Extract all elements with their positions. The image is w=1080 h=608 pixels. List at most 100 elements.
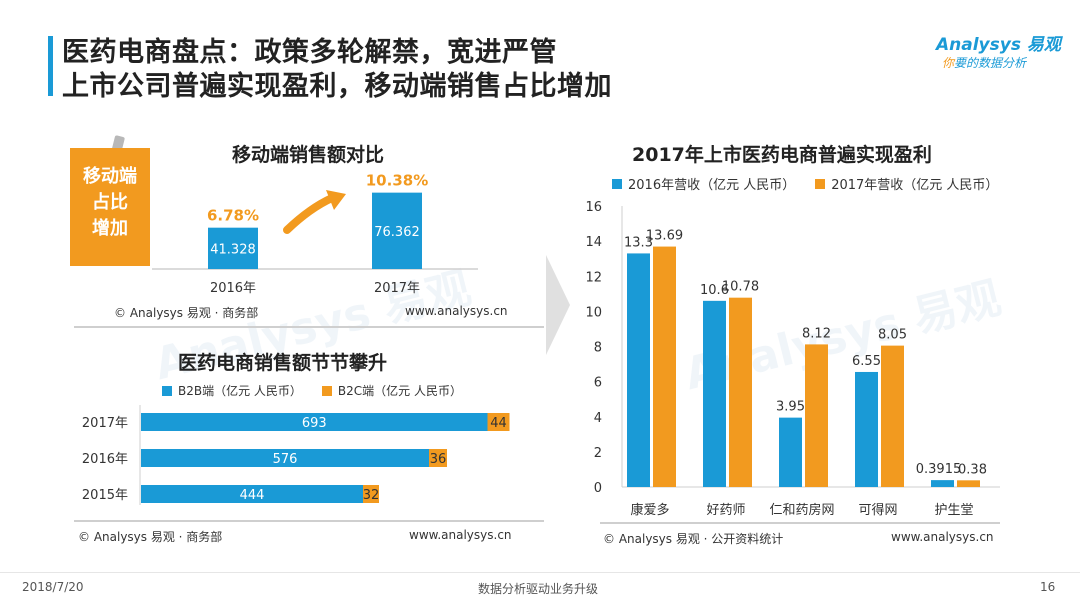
mobile-share-badge: 移动端 占比 增加: [70, 148, 150, 266]
badge-line-2: 占比: [92, 192, 128, 213]
profit-bar-2016-2: [779, 417, 802, 487]
profit-value-2017-0: 13.69: [646, 229, 683, 244]
profit-ytick-6: 6: [594, 376, 602, 391]
sales-bar-b2b-0: [141, 413, 488, 431]
profit-ytick-2: 2: [594, 446, 602, 461]
profit-legend: 2016年营收（亿元 人民币） 2017年营收（亿元 人民币）: [612, 174, 998, 193]
url-right: www.analysys.cn: [891, 530, 994, 544]
legend-2016: 2016年营收（亿元 人民币）: [628, 178, 796, 193]
mobile-chart-title: 移动端销售额对比: [232, 144, 385, 166]
url-left-top: www.analysys.cn: [405, 304, 508, 318]
profit-bar-2016-0: [627, 253, 650, 487]
sales-legend: B2B端（亿元 人民币） B2C端（亿元 人民币）: [162, 382, 462, 399]
profit-chart-title: 2017年上市医药电商普遍实现盈利: [632, 144, 932, 166]
sales-value-b2c-1: 36: [430, 452, 447, 467]
growth-arrow-icon: [283, 194, 336, 234]
profit-bar-2017-4: [957, 480, 980, 487]
profit-ytick-14: 14: [585, 235, 602, 250]
logo-slogan-rest: 要的数据分析: [954, 56, 1027, 70]
source-right: © Analysys 易观 · 公开资料统计: [603, 532, 784, 546]
sales-category-1: 2016年: [82, 452, 128, 467]
divider-left-bottom: [74, 520, 544, 522]
profit-value-2016-0: 13.3: [624, 235, 653, 250]
profit-category-2: 仁和药房网: [769, 502, 834, 518]
mobile-sales-chart: 41.328 76.362 6.78% 10.38% 2016年 2017年: [152, 172, 478, 296]
legend-b2c: B2C端（亿元 人民币）: [337, 384, 462, 398]
profit-bar-2017-2: [805, 344, 828, 487]
profit-ytick-10: 10: [585, 305, 602, 320]
profit-value-2016-4: 0.3915: [916, 462, 962, 477]
logo-name: Analysys 易观: [936, 35, 1061, 55]
analysys-logo: Analysys 易观 你要的数据分析: [922, 30, 1062, 74]
profit-bar-2017-0: [653, 246, 676, 487]
sales-bar-b2b-1: [141, 449, 429, 467]
divider-left-top: [74, 326, 544, 328]
profit-ytick-8: 8: [594, 341, 602, 356]
profit-category-3: 可得网: [858, 502, 897, 518]
sales-bar-b2b-2: [141, 485, 363, 503]
page-title-line-1: 医药电商盘点：政策多轮解禁，宽进严管: [62, 37, 557, 68]
profit-bar-2017-1: [729, 297, 752, 487]
profit-bar-2016-1: [703, 300, 726, 487]
page-title-line-2: 上市公司普遍实现盈利，移动端销售占比增加: [62, 71, 612, 102]
mobile-value-2017: 76.362: [374, 225, 420, 240]
profit-bar-2017-3: [881, 345, 904, 487]
profit-bar-2016-4: [931, 480, 954, 487]
chevron-right-icon: [546, 255, 570, 355]
sales-bar-b2c-1: [429, 449, 447, 467]
logo-slogan-highlight: 你: [942, 56, 955, 70]
profit-ytick-0: 0: [594, 481, 602, 496]
mobile-share-2016: 6.78%: [207, 207, 259, 225]
mobile-category-2016: 2016年: [210, 281, 256, 296]
title-accent-bar: [48, 36, 53, 96]
mobile-bar-2017: [372, 192, 422, 269]
logo-slogan: 你要的数据分析: [942, 54, 1026, 71]
profit-bar-2016-3: [855, 371, 878, 487]
growth-arrow-head-icon: [326, 190, 346, 210]
sales-value-b2b-1: 576: [273, 452, 298, 467]
profit-ytick-12: 12: [585, 270, 602, 285]
sales-bar-b2c-0: [487, 413, 510, 431]
mobile-bar-2016: [208, 227, 258, 269]
footer-center: 数据分析驱动业务升级: [478, 582, 599, 596]
profit-category-1: 好药师: [706, 503, 745, 518]
profit-category-4: 护生堂: [934, 503, 973, 518]
sales-value-b2c-2: 32: [363, 488, 380, 503]
page-number: 16: [1040, 580, 1056, 594]
divider-right: [600, 522, 1000, 524]
sales-bar-b2c-2: [363, 485, 379, 503]
profit-category-0: 康爱多: [630, 502, 669, 518]
legend-b2b: B2B端（亿元 人民币）: [178, 384, 302, 398]
sales-value-b2b-2: 444: [240, 488, 265, 503]
profit-value-2017-2: 8.12: [802, 326, 831, 341]
profit-value-2016-2: 3.95: [776, 400, 805, 415]
mobile-value-2016: 41.328: [210, 242, 256, 257]
url-left-bottom: www.analysys.cn: [409, 528, 512, 542]
legend-swatch-2016: [612, 178, 622, 189]
footer-rule: [0, 572, 1080, 573]
profit-value-2017-3: 8.05: [878, 328, 907, 343]
source-left-top: © Analysys 易观 · 商务部: [114, 306, 259, 320]
profit-value-2017-1: 10.78: [722, 280, 759, 295]
sales-value-b2c-0: 44: [490, 416, 507, 431]
sales-category-0: 2017年: [82, 416, 128, 431]
sales-value-b2b-0: 693: [302, 416, 327, 431]
footer-date: 2018/7/20: [22, 580, 84, 594]
legend-swatch-2017: [815, 178, 826, 189]
profit-chart: 16 14 12 10 8 6 4 2 0 13.313.69 康爱多 10.610.78 好药师 3.9…: [585, 200, 1000, 518]
sales-chart: 2017年 693 44 2016年 576 36 2015年 444 32: [82, 405, 510, 505]
legend-2017: 2017年营收（亿元 人民币）: [831, 178, 999, 193]
profit-ytick-16: 16: [585, 200, 602, 215]
source-left-bottom: © Analysys 易观 · 商务部: [78, 530, 223, 544]
sales-chart-title: 医药电商销售额节节攀升: [178, 352, 388, 374]
badge-line-1: 移动端: [83, 166, 137, 187]
legend-swatch-b2b: [162, 385, 172, 396]
profit-value-2017-4: 0.38: [958, 462, 987, 477]
badge-line-3: 增加: [92, 218, 128, 239]
mobile-share-2017: 10.38%: [366, 172, 428, 190]
profit-value-2016-3: 6.55: [852, 354, 881, 369]
sales-category-2: 2015年: [82, 488, 128, 503]
profit-value-2016-1: 10.6: [700, 283, 729, 298]
profit-ytick-4: 4: [594, 411, 602, 426]
legend-swatch-b2c: [321, 385, 332, 396]
